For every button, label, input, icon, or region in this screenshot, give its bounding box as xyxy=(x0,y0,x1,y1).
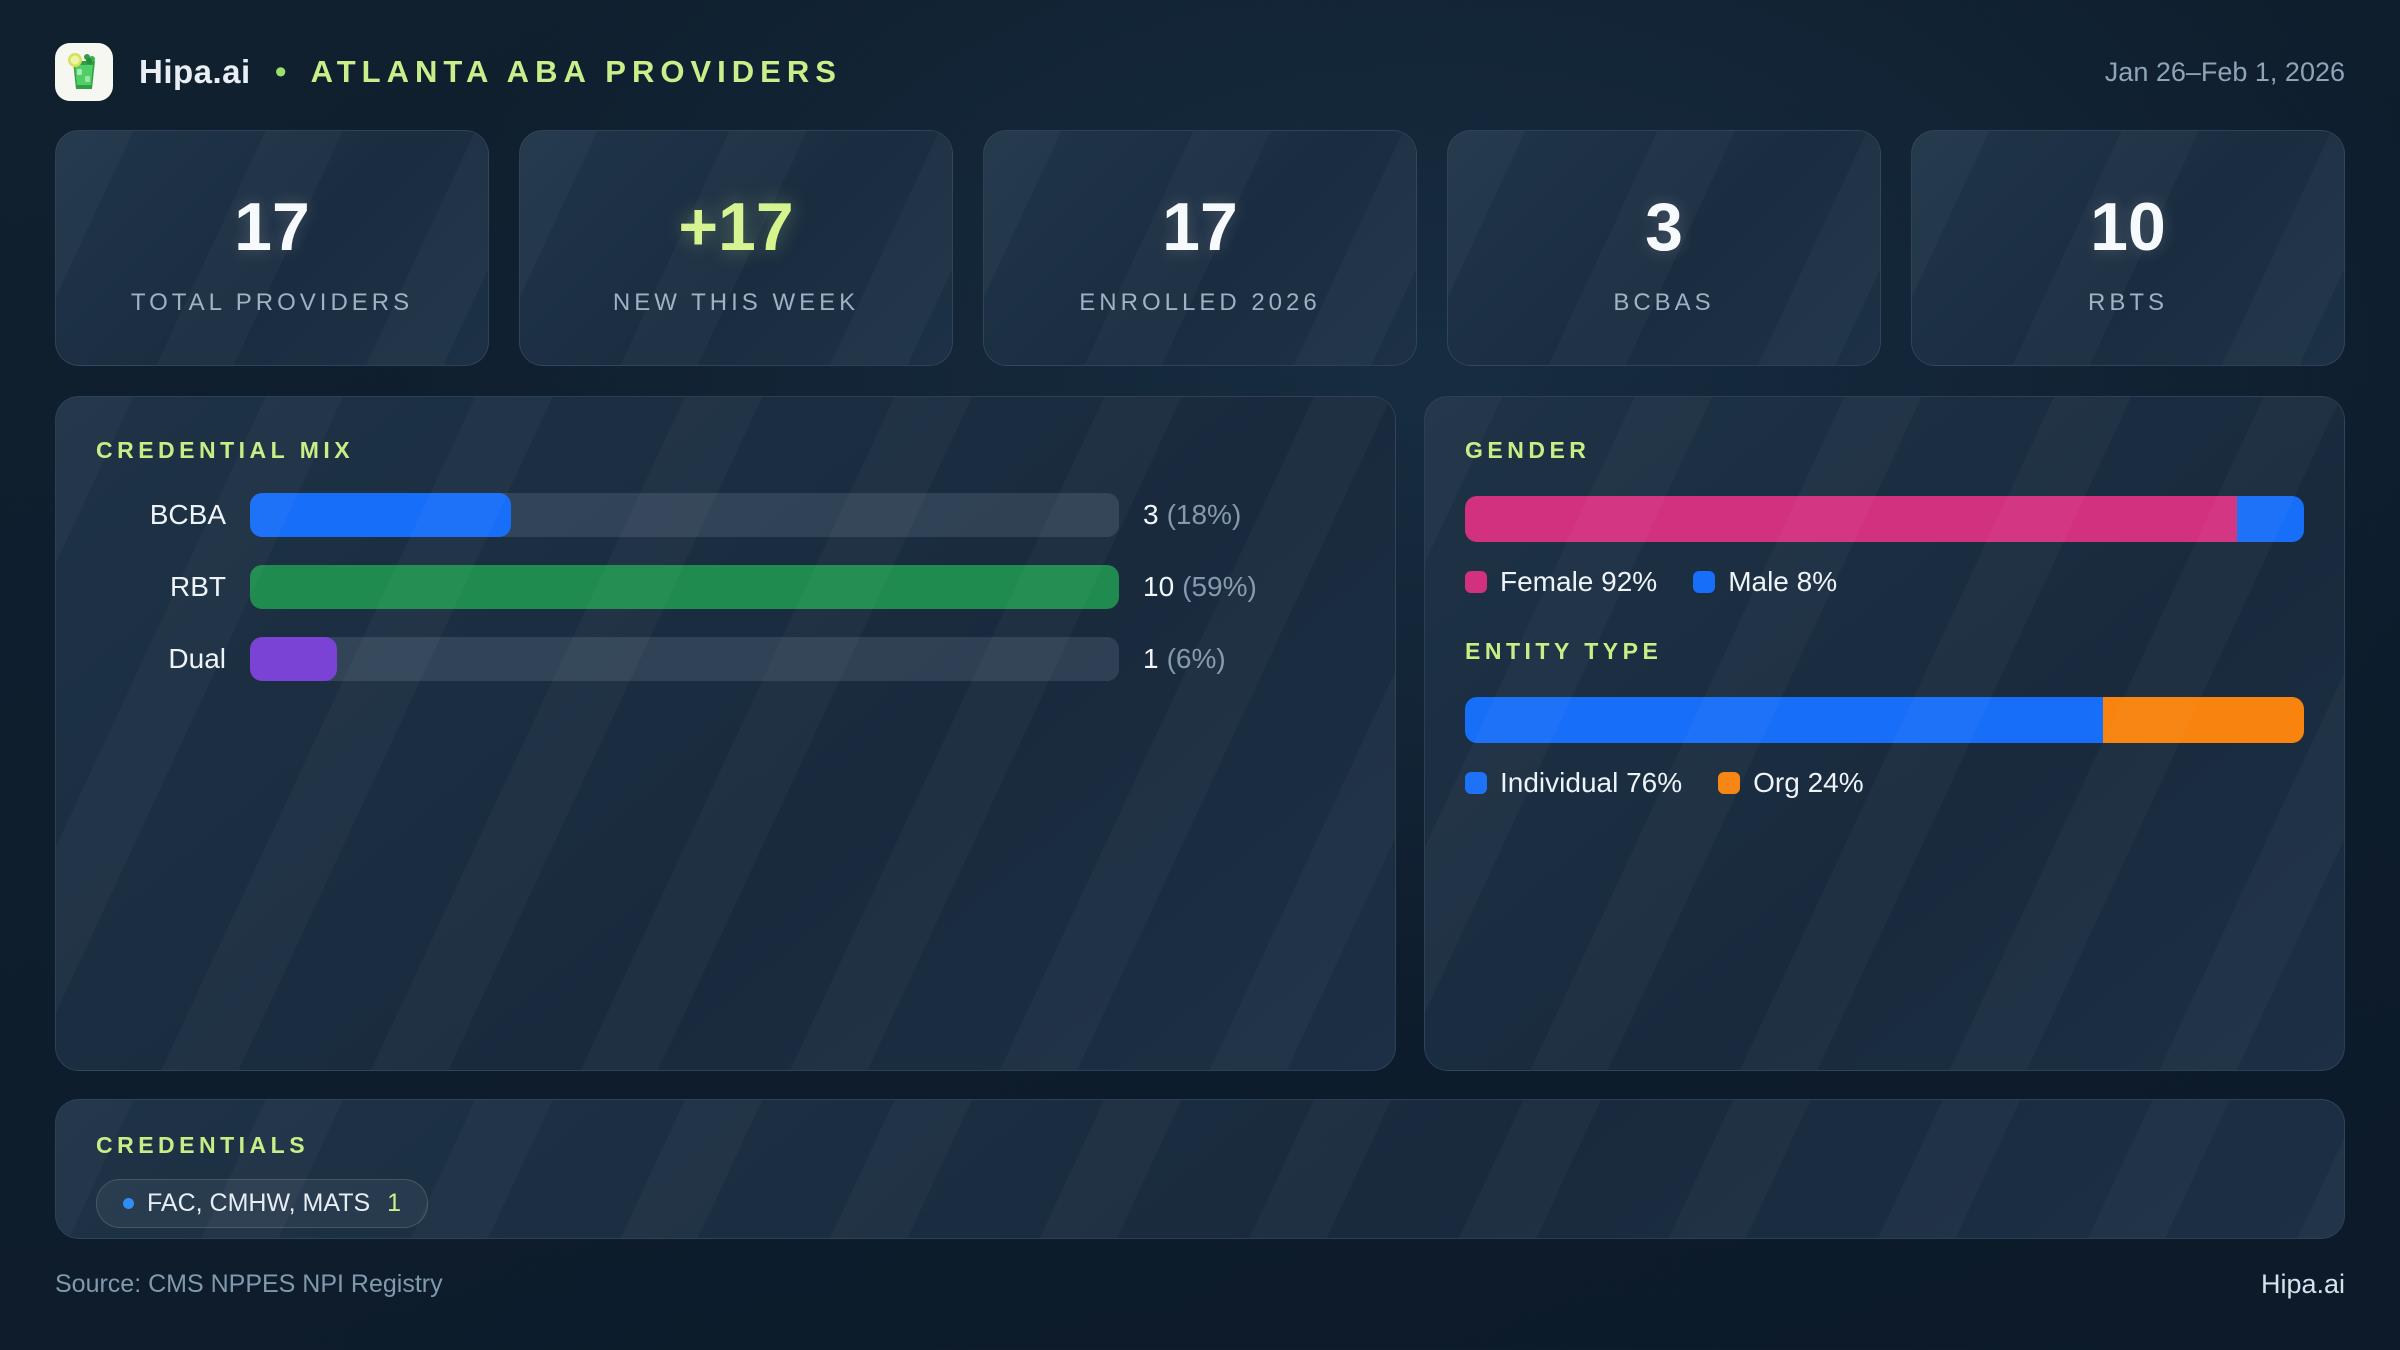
stat-value: 10 xyxy=(2090,189,2166,265)
entity-type-stacked-bar xyxy=(1465,697,2304,743)
legend-label: Individual 76% xyxy=(1500,767,1683,798)
gender-stacked-bar xyxy=(1465,496,2304,542)
stat-label: TOTAL PROVIDERS xyxy=(130,289,414,316)
female-swatch xyxy=(1465,571,1487,593)
credential-chip: FAC, CMHW, MATS 1 xyxy=(96,1179,429,1228)
male-segment xyxy=(2236,496,2304,542)
male-swatch xyxy=(1693,571,1716,593)
credential-mix-chart: BCBA 3 (18%) RBT 10 (59%) Dual xyxy=(96,492,1355,682)
logo-tile xyxy=(55,43,113,101)
legend-item-male: Male 8% xyxy=(1693,566,1837,598)
gender-legend: Female 92% Male 8% xyxy=(1465,566,2304,598)
bar-category-label: BCBA xyxy=(149,499,226,530)
stat-card-total-providers: 17 TOTAL PROVIDERS xyxy=(55,130,489,366)
header: Hipa.ai • ATLANTA ABA PROVIDERS Jan 26–F… xyxy=(55,40,2345,104)
bar-value: 1 (6%) xyxy=(1143,643,1355,675)
stat-card-rbts: 10 RBTS xyxy=(1911,130,2345,366)
stat-card-enrolled: 17 ENROLLED 2026 xyxy=(983,130,1417,366)
stat-value: 17 xyxy=(234,189,310,265)
separator-dot: • xyxy=(274,52,287,91)
individual-swatch xyxy=(1465,772,1487,794)
bar-category-label: RBT xyxy=(170,571,226,602)
main-row: CREDENTIAL MIX BCBA 3 (18%) RBT 10 (59%) xyxy=(55,396,2345,1071)
bar-track xyxy=(250,565,1119,609)
brand-name: Hipa.ai xyxy=(139,53,251,90)
gender-title: GENDER xyxy=(1465,437,1591,463)
bar-count: 10 xyxy=(1143,571,1175,602)
legend-label: Org 24% xyxy=(1753,767,1864,798)
stat-label: NEW THIS WEEK xyxy=(612,289,860,316)
female-segment xyxy=(1465,496,2237,542)
demographics-panel: GENDER Female 92% Male 8% ENTITY TYPE xyxy=(1424,396,2345,1071)
bar-track xyxy=(250,493,1119,537)
chip-count: 1 xyxy=(387,1189,402,1217)
bar-count: 3 xyxy=(1143,499,1159,530)
stat-card-bcbas: 3 BCBAS xyxy=(1447,130,1881,366)
stat-value: +17 xyxy=(678,189,794,265)
stat-card-new-this-week: +17 NEW THIS WEEK xyxy=(519,130,953,366)
stat-value: 3 xyxy=(1645,189,1683,265)
legend-item-org: Org 24% xyxy=(1718,767,1864,799)
legend-label: Female 92% xyxy=(1500,566,1658,597)
page-title: ATLANTA ABA PROVIDERS xyxy=(310,54,842,89)
legend-item-female: Female 92% xyxy=(1465,566,1657,598)
credentials-panel: CREDENTIALS FAC, CMHW, MATS 1 xyxy=(55,1099,2345,1239)
bar-value: 10 (59%) xyxy=(1143,571,1355,603)
entity-type-legend: Individual 76% Org 24% xyxy=(1465,767,2304,799)
date-range: Jan 26–Feb 1, 2026 xyxy=(2104,56,2345,87)
bar-percent: (6%) xyxy=(1166,643,1226,674)
credentials-title: CREDENTIALS xyxy=(96,1132,310,1158)
bar-fill xyxy=(250,637,337,681)
bar-percent: (18%) xyxy=(1166,499,1242,530)
credential-row-rbt: RBT 10 (59%) xyxy=(96,564,1355,610)
stat-value: 17 xyxy=(1162,189,1238,265)
dashboard-page: Hipa.ai • ATLANTA ABA PROVIDERS Jan 26–F… xyxy=(55,40,2345,1300)
credential-mix-title: CREDENTIAL MIX xyxy=(96,437,355,463)
org-swatch xyxy=(1718,772,1741,794)
stat-label: ENROLLED 2026 xyxy=(1079,289,1321,316)
bar-track xyxy=(250,637,1119,681)
bar-value: 3 (18%) xyxy=(1143,499,1355,531)
bar-count: 1 xyxy=(1143,643,1159,674)
individual-segment xyxy=(1465,697,2103,743)
chip-label: FAC, CMHW, MATS xyxy=(147,1189,371,1217)
mojito-drink-icon xyxy=(68,53,95,89)
bar-fill xyxy=(250,493,511,537)
credential-row-bcba: BCBA 3 (18%) xyxy=(96,492,1355,538)
source-text: Source: CMS NPPES NPI Registry xyxy=(55,1270,443,1298)
bar-fill xyxy=(250,565,1119,609)
legend-label: Male 8% xyxy=(1728,566,1838,597)
stat-cards-row: 17 TOTAL PROVIDERS +17 NEW THIS WEEK 17 … xyxy=(55,130,2345,366)
entity-type-title: ENTITY TYPE xyxy=(1465,638,1663,664)
org-segment xyxy=(2102,697,2304,743)
credential-mix-panel: CREDENTIAL MIX BCBA 3 (18%) RBT 10 (59%) xyxy=(55,396,1396,1071)
footer: Source: CMS NPPES NPI Registry Hipa.ai xyxy=(55,1269,2345,1300)
chip-dot-icon xyxy=(123,1198,134,1209)
credential-row-dual: Dual 1 (6%) xyxy=(96,636,1355,682)
stat-label: BCBAS xyxy=(1613,289,1715,316)
footer-brand: Hipa.ai xyxy=(2260,1269,2345,1299)
bar-percent: (59%) xyxy=(1182,571,1257,602)
bar-category-label: Dual xyxy=(168,643,226,674)
stat-label: RBTS xyxy=(2087,289,2168,316)
legend-item-individual: Individual 76% xyxy=(1465,767,1682,799)
